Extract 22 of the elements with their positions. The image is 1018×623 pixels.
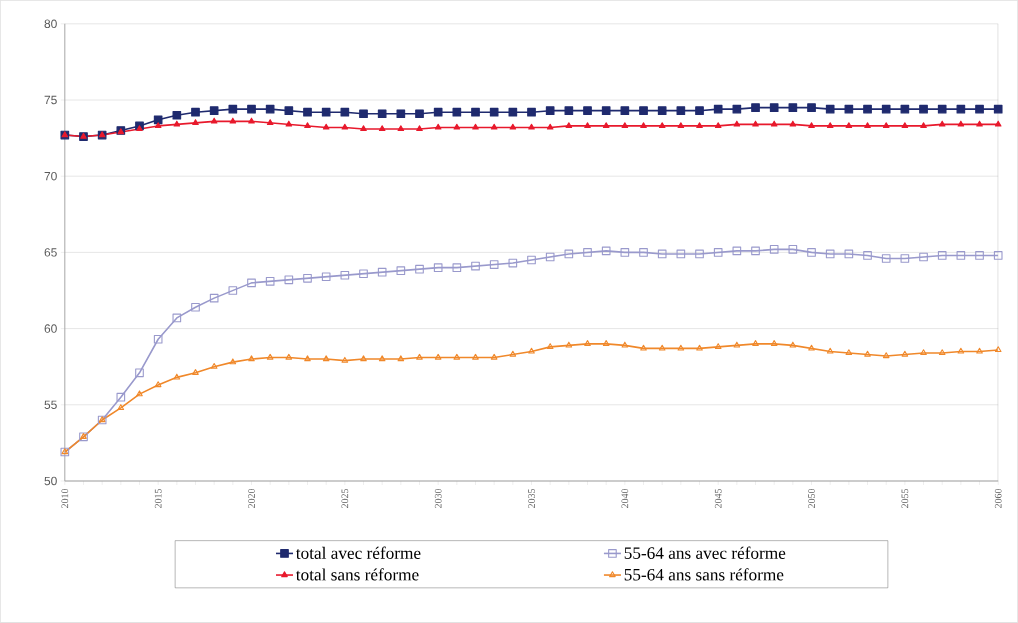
x-tick-label: 2045 <box>714 488 722 509</box>
legend-label: 55-64 ans sans réforme <box>624 568 784 581</box>
x-tick-label: 2030 <box>434 488 442 509</box>
x-tick-label: 2050 <box>808 488 815 509</box>
x-tick-label: 2020 <box>248 488 255 509</box>
y-tick-label: 80 <box>44 19 57 29</box>
y-tick-label: 55 <box>44 400 57 410</box>
x-tick-label: 2040 <box>621 488 629 509</box>
legend-label: 55-64 ans avec réforme <box>624 546 786 559</box>
x-tick-label: 2060 <box>994 488 1002 509</box>
x-tick-label: 2035 <box>528 488 535 509</box>
y-tick-label: 60 <box>44 324 57 333</box>
x-tick-label: 2025 <box>341 488 349 509</box>
x-tick-label: 2010 <box>61 488 69 509</box>
y-tick-label: 75 <box>44 95 57 105</box>
x-tick-label: 2015 <box>154 488 162 509</box>
legend-label: total avec réforme <box>295 546 421 559</box>
x-tick-label: 2055 <box>901 488 909 509</box>
y-tick-label: 50 <box>44 476 57 486</box>
legend-label: total sans réforme <box>295 568 419 581</box>
y-tick-label: 70 <box>44 172 57 181</box>
y-tick-label: 65 <box>44 248 57 257</box>
